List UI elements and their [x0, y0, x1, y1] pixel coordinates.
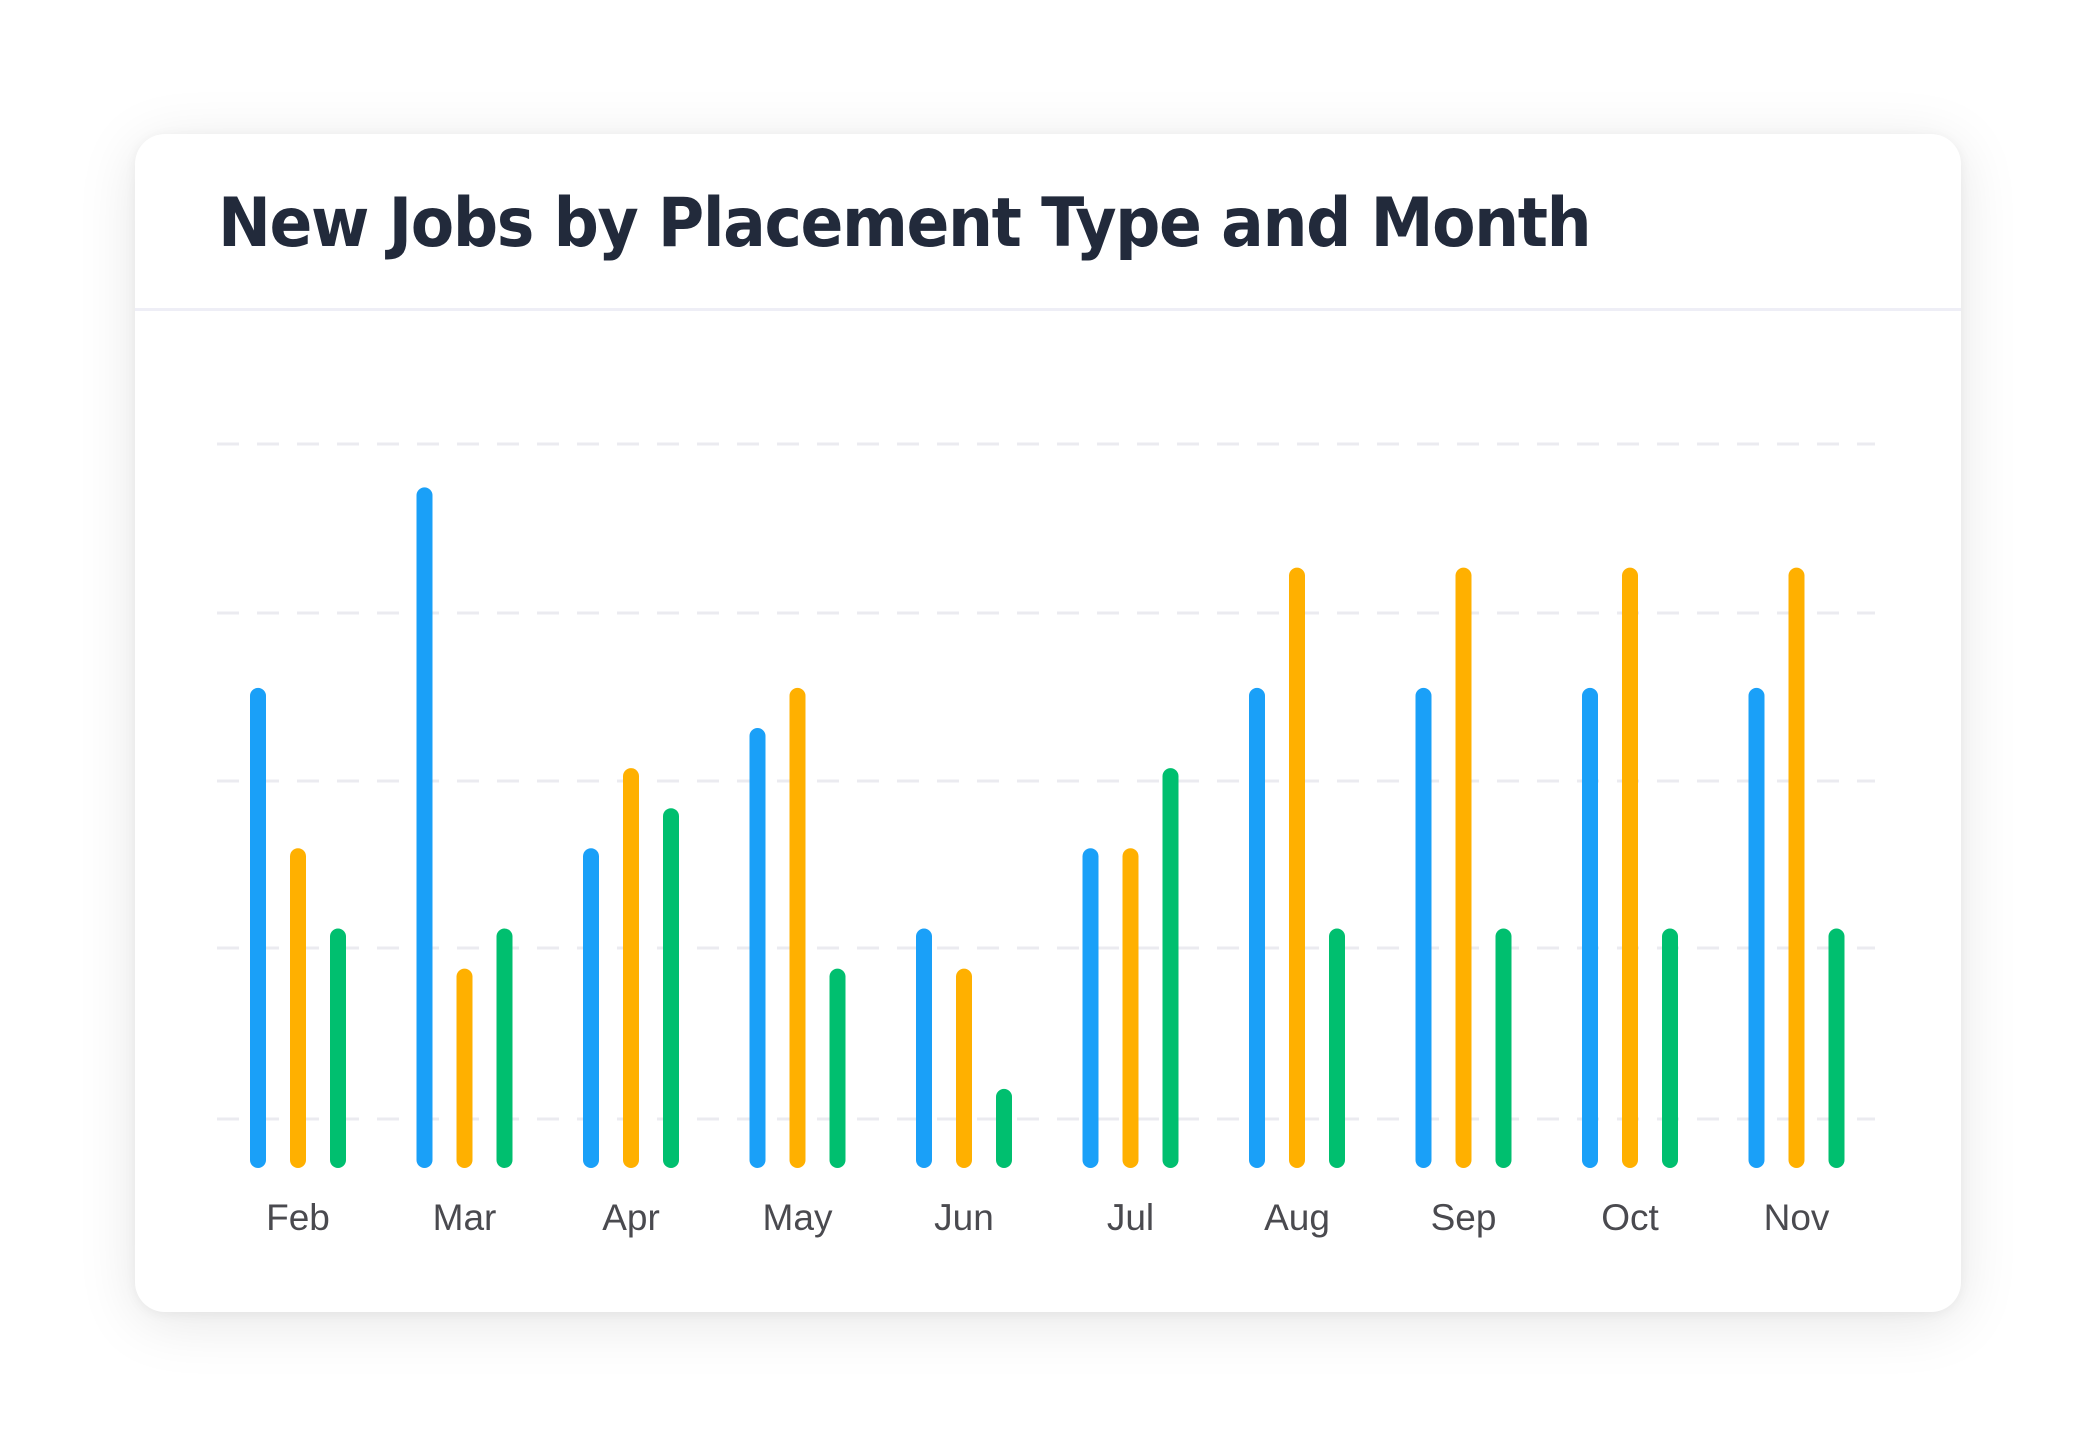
bar-nov-series-2	[1788, 567, 1805, 1168]
bar-apr-series-1	[583, 848, 599, 1168]
title-divider	[135, 308, 1961, 311]
x-tick-label: Sep	[1431, 1197, 1497, 1238]
bar-may-series-1	[749, 728, 766, 1168]
bar-nov-series-1	[1748, 687, 1765, 1168]
bar-feb-series-3	[330, 928, 346, 1168]
bar-jun-series-1	[916, 928, 932, 1168]
bar-may-series-3	[829, 968, 846, 1168]
x-tick-label: Mar	[433, 1197, 497, 1238]
bar-sep-series-3	[1495, 928, 1512, 1168]
bar-aug-series-3	[1329, 928, 1345, 1168]
bar-apr-series-3	[663, 808, 679, 1168]
bar-feb-series-2	[290, 848, 306, 1168]
bar-mar-series-2	[456, 968, 473, 1168]
bar-feb-series-1	[250, 687, 266, 1168]
bar-jul-series-1	[1082, 848, 1099, 1168]
bar-apr-series-2	[623, 768, 639, 1168]
bar-jul-series-3	[1162, 768, 1179, 1168]
x-tick-label: Apr	[602, 1197, 660, 1238]
bar-mar-series-1	[416, 487, 433, 1168]
bar-may-series-2	[789, 687, 806, 1168]
bar-aug-series-2	[1289, 567, 1305, 1168]
bar-oct-series-3	[1662, 928, 1678, 1168]
bar-sep-series-1	[1415, 687, 1432, 1168]
chart-title: New Jobs by Placement Type and Month	[218, 184, 1592, 263]
x-tick-label: Nov	[1764, 1197, 1830, 1238]
bar-aug-series-1	[1249, 687, 1265, 1168]
bar-mar-series-3	[496, 928, 513, 1168]
bar-nov-series-3	[1828, 928, 1845, 1168]
x-tick-label: Aug	[1264, 1197, 1330, 1238]
chart-card: New Jobs by Placement Type and Month	[135, 134, 1961, 1312]
x-tick-label: Oct	[1601, 1197, 1659, 1238]
x-tick-label: May	[763, 1197, 833, 1238]
bar-sep-series-2	[1455, 567, 1472, 1168]
bar-oct-series-1	[1582, 687, 1598, 1168]
x-tick-label: Jul	[1107, 1197, 1154, 1238]
bar-jun-series-2	[956, 968, 972, 1168]
bar-jun-series-3	[996, 1088, 1012, 1168]
x-tick-label: Feb	[266, 1197, 330, 1238]
bar-jul-series-2	[1122, 848, 1139, 1168]
bar-oct-series-2	[1622, 567, 1638, 1168]
x-tick-label: Jun	[934, 1197, 994, 1238]
